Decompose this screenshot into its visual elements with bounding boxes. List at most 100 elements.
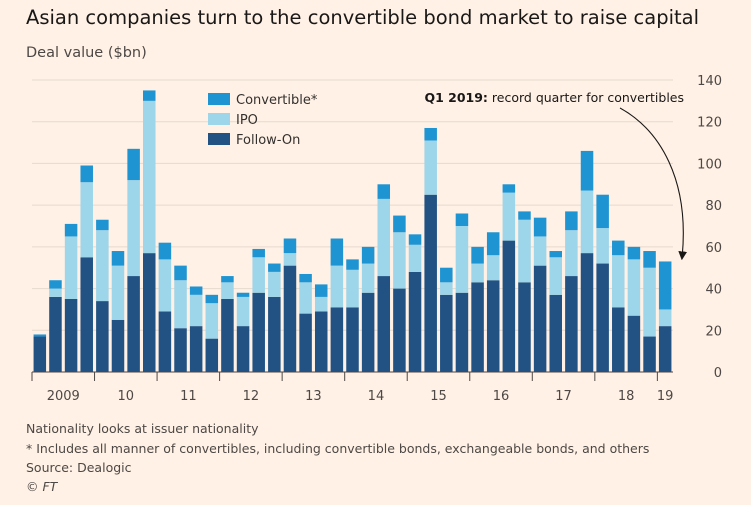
bar-convertible-25 bbox=[424, 127, 437, 141]
bar-follow-on-19 bbox=[330, 307, 344, 372]
bar-follow-on-1 bbox=[49, 296, 62, 372]
bar-follow-on-9 bbox=[174, 328, 187, 372]
bar-follow-on-18 bbox=[314, 311, 328, 372]
legend-label-follow-on: Follow-On bbox=[236, 133, 300, 148]
bar-convertible-18 bbox=[314, 284, 328, 297]
bar-convertible-13 bbox=[236, 292, 250, 297]
bar-ipo-20 bbox=[346, 269, 359, 308]
bar-convertible-29 bbox=[486, 232, 500, 256]
legend-label-convertible: Convertible* bbox=[236, 93, 318, 108]
ft-copyright: © FT bbox=[26, 479, 58, 494]
bar-ipo-8 bbox=[158, 259, 172, 312]
bar-follow-on-25 bbox=[424, 194, 437, 372]
y-tick-label: 100 bbox=[697, 157, 722, 172]
bar-ipo-32 bbox=[533, 236, 547, 266]
legend-label-ipo: IPO bbox=[236, 113, 258, 128]
bar-ipo-31 bbox=[518, 219, 531, 283]
bar-convertible-3 bbox=[80, 165, 93, 183]
annotation-body: record quarter for convertibles bbox=[488, 90, 684, 105]
bar-convertible-34 bbox=[565, 211, 578, 231]
bar-follow-on-24 bbox=[408, 271, 422, 372]
bar-convertible-20 bbox=[346, 259, 359, 270]
bar-ipo-24 bbox=[408, 244, 422, 272]
bar-follow-on-36 bbox=[596, 263, 609, 372]
bar-ipo-35 bbox=[580, 190, 594, 254]
bar-ipo-34 bbox=[565, 230, 578, 277]
x-tick-label: 13 bbox=[305, 389, 322, 404]
bar-convertible-38 bbox=[627, 246, 641, 260]
bar-follow-on-27 bbox=[455, 292, 469, 372]
bar-ipo-36 bbox=[596, 228, 609, 264]
annotation: Q1 2019: record quarter for convertibles bbox=[424, 90, 688, 261]
bar-convertible-40 bbox=[658, 261, 672, 310]
bar-follow-on-30 bbox=[502, 240, 516, 372]
bar-ipo-7 bbox=[143, 100, 156, 254]
legend-swatch-convertible bbox=[208, 93, 230, 105]
source-note: Source: Dealogic bbox=[26, 460, 132, 475]
y-tick-label: 120 bbox=[697, 116, 722, 131]
bar-convertible-5 bbox=[111, 251, 125, 266]
bar-ipo-1 bbox=[49, 288, 62, 297]
footnote-convertibles: * Includes all manner of convertibles, i… bbox=[26, 441, 650, 456]
bar-ipo-19 bbox=[330, 265, 344, 308]
annotation-arrow bbox=[619, 107, 688, 261]
bar-convertible-7 bbox=[143, 90, 156, 101]
bar-follow-on-2 bbox=[64, 299, 78, 372]
bar-convertible-16 bbox=[283, 238, 297, 254]
bar-convertible-2 bbox=[64, 223, 78, 237]
bar-ipo-14 bbox=[252, 257, 265, 293]
x-tick-label: 10 bbox=[118, 389, 135, 404]
bar-convertible-21 bbox=[361, 246, 375, 264]
bar-convertible-17 bbox=[299, 273, 312, 283]
bar-ipo-37 bbox=[612, 255, 625, 308]
bar-ipo-3 bbox=[80, 182, 93, 258]
bar-follow-on-33 bbox=[549, 294, 562, 372]
bar-follow-on-22 bbox=[377, 276, 391, 372]
bar-convertible-9 bbox=[174, 265, 187, 281]
bar-ipo-33 bbox=[549, 257, 562, 295]
bar-follow-on-10 bbox=[189, 326, 203, 372]
bar-convertible-31 bbox=[518, 211, 531, 220]
bar-ipo-9 bbox=[174, 280, 187, 329]
bar-ipo-11 bbox=[205, 303, 219, 339]
bar-follow-on-37 bbox=[612, 307, 625, 372]
bar-ipo-23 bbox=[393, 232, 406, 289]
bar-convertible-24 bbox=[408, 234, 422, 245]
bar-follow-on-13 bbox=[236, 326, 250, 372]
bar-convertible-4 bbox=[96, 219, 109, 231]
bar-convertible-26 bbox=[440, 267, 453, 283]
bar-ipo-40 bbox=[658, 309, 672, 327]
x-tick-label: 16 bbox=[493, 389, 510, 404]
bar-follow-on-34 bbox=[565, 276, 578, 372]
bar-ipo-4 bbox=[96, 230, 109, 302]
chart-legend: Convertible* IPO Follow-On bbox=[208, 93, 318, 148]
bar-convertible-37 bbox=[612, 240, 625, 256]
bar-follow-on-39 bbox=[643, 336, 656, 372]
x-tick-label: 11 bbox=[180, 389, 197, 404]
bar-convertible-1 bbox=[49, 280, 62, 289]
bar-follow-on-14 bbox=[252, 292, 265, 372]
bar-ipo-2 bbox=[64, 236, 78, 299]
x-tick-label: 2009 bbox=[47, 389, 80, 404]
bar-convertible-6 bbox=[127, 148, 140, 181]
x-tick-label: 14 bbox=[368, 389, 385, 404]
bar-ipo-18 bbox=[314, 296, 328, 312]
bar-follow-on-21 bbox=[361, 292, 375, 372]
bar-ipo-17 bbox=[299, 282, 312, 314]
bar-follow-on-12 bbox=[221, 299, 234, 372]
bar-convertible-27 bbox=[455, 213, 469, 226]
bar-convertible-12 bbox=[221, 276, 234, 283]
bar-convertible-15 bbox=[268, 263, 281, 272]
bar-follow-on-28 bbox=[471, 282, 484, 372]
bar-follow-on-40 bbox=[658, 326, 672, 372]
bar-follow-on-31 bbox=[518, 282, 531, 372]
bar-follow-on-16 bbox=[283, 265, 297, 372]
bar-convertible-10 bbox=[189, 286, 203, 295]
annotation-text: Q1 2019: record quarter for convertibles bbox=[424, 90, 684, 105]
bar-convertible-39 bbox=[643, 251, 656, 268]
bar-follow-on-0 bbox=[33, 336, 47, 372]
bar-ipo-15 bbox=[268, 271, 281, 297]
x-tick-label: 19 bbox=[657, 389, 674, 404]
bar-convertible-14 bbox=[252, 248, 265, 258]
